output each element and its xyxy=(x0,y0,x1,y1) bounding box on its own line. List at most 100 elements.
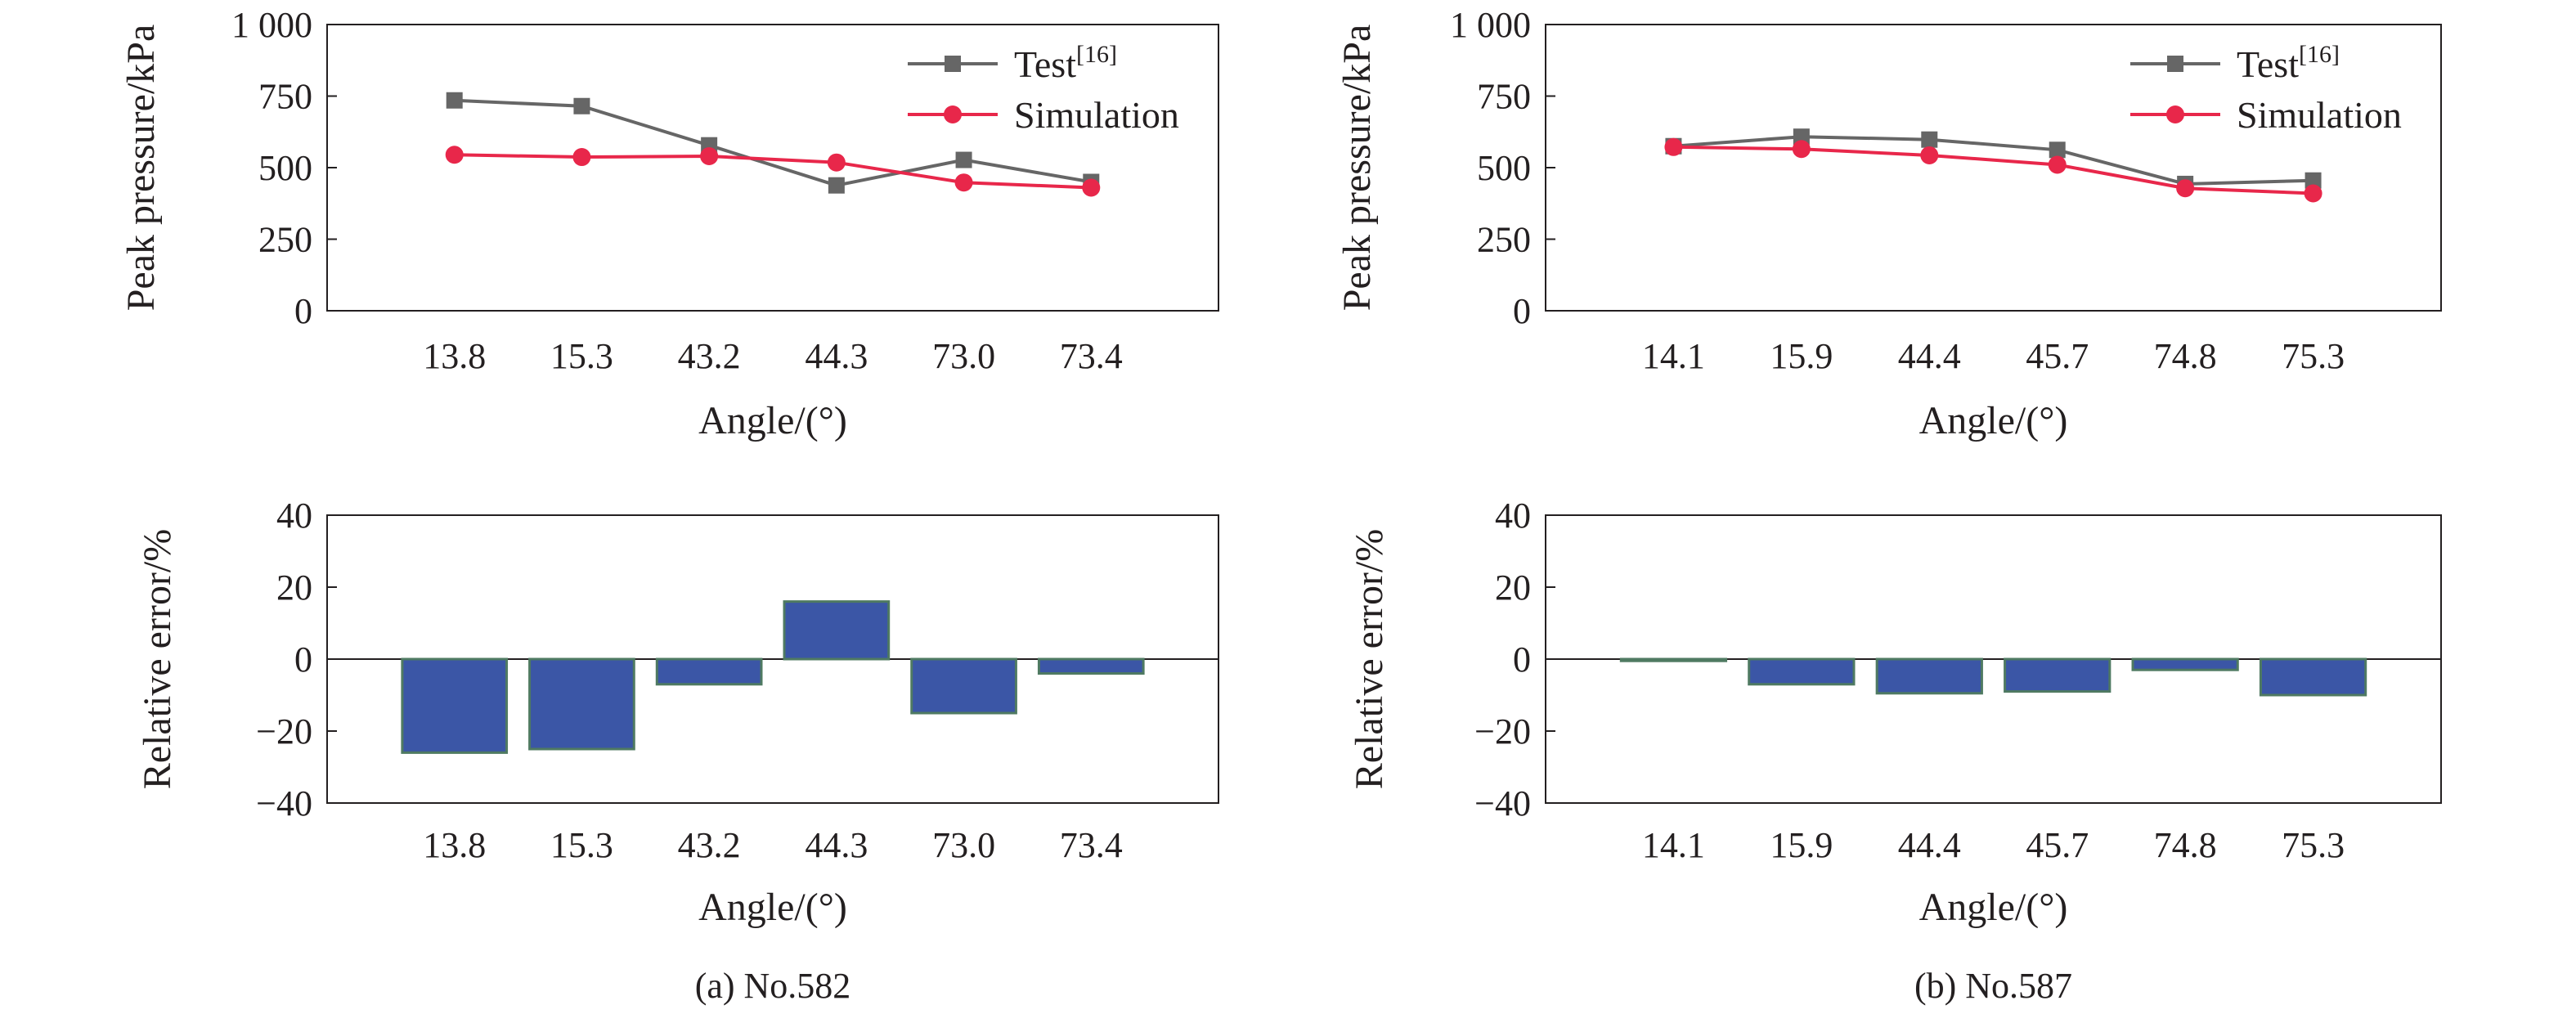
x-tick-label: 45.7 xyxy=(2026,336,2089,376)
x-axis-title: Angle/(°) xyxy=(1919,399,2068,442)
legend-label: Test[16] xyxy=(1014,41,1117,85)
chart-a-bottom: −40 −20 0 20 40 13.8 15.3 43.2 44.3 73.0 73.4 Angle… xyxy=(136,496,1219,1006)
subfigure-caption: (b) No.587 xyxy=(1914,966,2072,1006)
data-point-simulation xyxy=(1664,137,1683,156)
legend-label-text: Test xyxy=(1014,43,1076,85)
y-tick-label: 0 xyxy=(294,291,312,331)
series-line-simulation xyxy=(1673,145,2313,195)
x-tick-label: 75.3 xyxy=(2282,825,2345,865)
data-point-test xyxy=(446,92,463,109)
bar xyxy=(1619,657,1728,662)
legend-label-reference: [16] xyxy=(2299,41,2340,68)
legend-item-test: Test[16] xyxy=(2130,41,2340,85)
data-point-test xyxy=(828,177,845,194)
x-tick-label: 15.9 xyxy=(1770,825,1833,865)
legend-label-text: Test xyxy=(2237,43,2299,85)
y-tick-label: 0 xyxy=(1513,291,1531,331)
x-tick-label: 14.1 xyxy=(1642,825,1705,865)
x-tick-label: 73.0 xyxy=(932,336,995,376)
x-tick-label: 44.3 xyxy=(805,336,868,376)
x-tick-label: 75.3 xyxy=(2282,336,2345,376)
x-tick-label: 15.3 xyxy=(550,825,613,865)
x-tick-label: 15.9 xyxy=(1770,336,1833,376)
data-point-simulation xyxy=(572,148,591,167)
x-tick-label: 73.0 xyxy=(932,825,995,865)
x-tick-label: 44.3 xyxy=(805,825,868,865)
x-tick-label: 13.8 xyxy=(423,825,486,865)
data-point-test xyxy=(955,151,972,168)
y-tick-label: 40 xyxy=(276,496,312,536)
legend-marker xyxy=(945,56,961,72)
y-tick-label: −40 xyxy=(256,783,312,823)
y-tick-label: 250 xyxy=(1477,220,1531,260)
x-tick-label: 74.8 xyxy=(2154,336,2217,376)
bar xyxy=(528,657,635,751)
legend-item-simulation: Simulation xyxy=(2130,94,2402,136)
bar xyxy=(2131,657,2239,671)
data-point-test xyxy=(573,97,590,114)
y-tick-label: 500 xyxy=(258,148,312,188)
x-axis-title: Angle/(°) xyxy=(698,886,847,929)
data-point-simulation xyxy=(1082,178,1101,197)
y-axis-title: Relative error/% xyxy=(1348,529,1391,790)
data-point-simulation xyxy=(445,146,464,164)
y-axis-title: Relative error/% xyxy=(136,529,179,790)
bar xyxy=(1037,657,1145,675)
legend-item-simulation: Simulation xyxy=(908,94,1179,136)
y-tick-label: 40 xyxy=(1495,496,1531,536)
data-point-simulation xyxy=(827,153,846,172)
legend-marker xyxy=(944,105,962,123)
legend-marker xyxy=(2166,105,2184,123)
data-point-simulation xyxy=(2304,184,2322,203)
data-point-simulation xyxy=(2176,179,2195,198)
chart-b-top: 0 250 500 750 1 000 14.1 15.9 44.4 45.7 74.8 75.3 A… xyxy=(1335,5,2442,442)
y-tick-label: −20 xyxy=(256,711,312,752)
x-axis-title: Angle/(°) xyxy=(698,399,847,442)
series-line-test xyxy=(454,98,1092,187)
x-tick-label: 45.7 xyxy=(2026,825,2089,865)
data-point-simulation xyxy=(1792,140,1811,159)
y-tick-label: 750 xyxy=(258,77,312,117)
x-tick-label: 14.1 xyxy=(1642,336,1705,376)
x-tick-label: 73.4 xyxy=(1060,825,1123,865)
y-tick-label: 1 000 xyxy=(1450,5,1531,45)
y-tick-label: 1 000 xyxy=(231,5,312,45)
y-tick-label: 20 xyxy=(276,568,312,608)
data-point-simulation xyxy=(700,147,719,165)
bar xyxy=(2004,657,2112,693)
data-point-test xyxy=(1921,131,1938,148)
legend-label-text: Simulation xyxy=(1014,94,1179,136)
y-tick-label: −20 xyxy=(1474,711,1531,752)
y-tick-label: 20 xyxy=(1495,568,1531,608)
y-tick-label: −40 xyxy=(1474,783,1531,823)
legend-label-text: Simulation xyxy=(2237,94,2402,136)
legend-marker xyxy=(2167,56,2183,72)
x-tick-label: 73.4 xyxy=(1060,336,1123,376)
legend-label: Simulation xyxy=(2237,94,2402,136)
y-tick-label: 250 xyxy=(258,220,312,260)
subfigure-caption: (a) No.582 xyxy=(695,966,851,1006)
y-tick-label: 750 xyxy=(1477,77,1531,117)
bar xyxy=(1748,657,1856,686)
y-axis-title: Peak pressure/kPa xyxy=(1335,25,1379,312)
x-tick-label: 43.2 xyxy=(678,825,741,865)
bar xyxy=(1875,657,1983,695)
data-point-simulation xyxy=(954,173,973,192)
x-axis-title: Angle/(°) xyxy=(1919,886,2068,929)
y-tick-label: 0 xyxy=(1513,639,1531,680)
data-point-simulation xyxy=(2048,155,2067,174)
y-axis-title: Peak pressure/kPa xyxy=(119,25,163,312)
x-tick-label: 13.8 xyxy=(423,336,486,376)
legend-label: Test[16] xyxy=(2237,41,2340,85)
x-tick-label: 44.4 xyxy=(1898,825,1961,865)
bar xyxy=(401,657,509,754)
x-tick-label: 43.2 xyxy=(678,336,741,376)
bar xyxy=(783,600,891,661)
data-point-simulation xyxy=(1920,146,1939,164)
series-line-simulation xyxy=(454,153,1092,190)
x-tick-label: 44.4 xyxy=(1898,336,1961,376)
legend-label: Simulation xyxy=(1014,94,1179,136)
x-tick-label: 74.8 xyxy=(2154,825,2217,865)
legend-item-test: Test[16] xyxy=(908,41,1117,85)
